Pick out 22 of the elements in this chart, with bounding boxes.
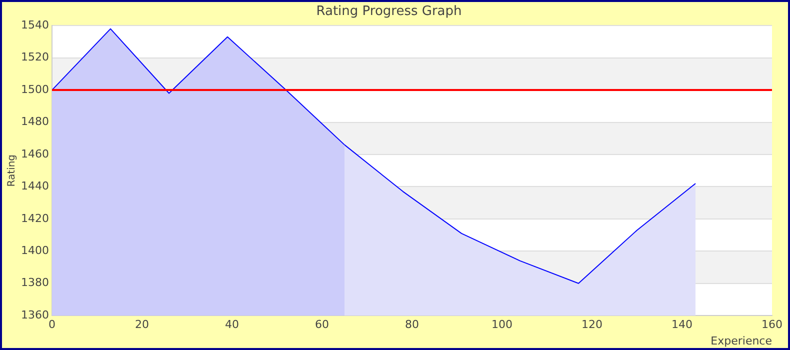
y-tick-label: 1420 (20, 212, 49, 225)
x-tick-label: 120 (582, 318, 602, 332)
x-tick-label: 60 (314, 318, 329, 332)
y-axis-title: Rating (6, 154, 18, 187)
x-tick-label: 100 (492, 318, 512, 332)
x-tick-label: 160 (762, 318, 782, 332)
y-tick-label: 1500 (20, 82, 49, 96)
x-tick-label: 80 (404, 318, 419, 332)
y-tick-label: 1540 (20, 18, 49, 32)
x-tick-label: 40 (224, 318, 239, 332)
y-tick-label: 1460 (20, 147, 49, 160)
x-axis-title: Experience (710, 334, 772, 348)
y-tick-label: 1480 (20, 115, 49, 128)
y-tick-label: 1440 (20, 180, 49, 193)
y-tick-label: 1400 (20, 244, 49, 258)
y-tick-label: 1360 (20, 308, 49, 322)
y-tick-label: 1380 (20, 276, 49, 290)
chart-title: Rating Progress Graph (316, 4, 462, 20)
y-tick-label: 1520 (20, 50, 49, 64)
x-tick-label: 0 (48, 318, 56, 332)
x-tick-label: 140 (672, 318, 692, 332)
x-tick-label: 20 (134, 318, 149, 332)
